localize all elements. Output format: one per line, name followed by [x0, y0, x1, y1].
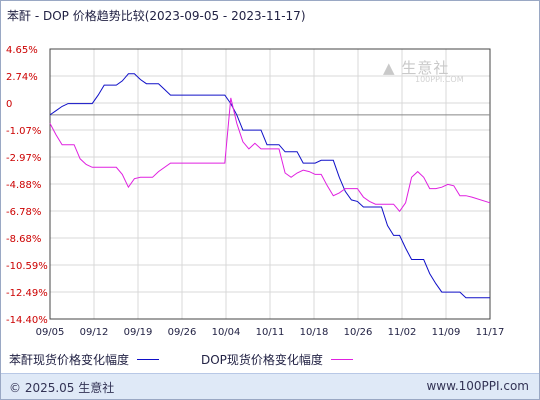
chart-svg: 4.65% 2.74% 0 -1.07% -2.97% -4.88% -6.78% -8.68… [6, 45, 504, 338]
watermark-logo: ▲ 生意社 [383, 57, 449, 78]
y-tick-label: 0 [6, 99, 12, 110]
x-tick-label: 10/04 [212, 327, 241, 338]
legend-swatch-series1 [137, 359, 160, 360]
footer-copyright: © 2025.05 生意社 [9, 381, 115, 395]
x-tick-label: 09/19 [124, 327, 153, 338]
x-tick-label: 11/17 [476, 327, 505, 338]
x-tick-label: 10/11 [256, 327, 285, 338]
y-tick-label: -2.97% [6, 153, 41, 164]
series-layer [49, 73, 491, 299]
x-tick-label: 11/09 [432, 327, 461, 338]
series-line-1 [49, 73, 490, 299]
logo-icon: ▲ [383, 59, 396, 77]
chart-title: 苯酐 - DOP 价格趋势比较(2023-09-05 - 2023-11-17) [7, 9, 306, 23]
legend-item-series1: 苯酐现货价格变化幅度 [9, 351, 160, 368]
legend-swatch-series2 [330, 359, 353, 360]
x-tick-label: 09/12 [80, 327, 109, 338]
legend-item-series2: DOP现货价格变化幅度 [201, 351, 353, 368]
y-tick-label: 2.74% [6, 72, 38, 83]
legend-label-series1: 苯酐现货价格变化幅度 [9, 353, 130, 367]
x-tick-label: 10/26 [344, 327, 373, 338]
y-tick-label: -12.49% [6, 288, 48, 299]
x-tick-label: 11/02 [388, 327, 417, 338]
y-tick-label: -6.78% [6, 207, 41, 218]
y-tick-label: -10.59% [6, 261, 48, 272]
axis-layer [49, 48, 491, 320]
footer-bar: © 2025.05 生意社 www.100PPI.com [1, 373, 539, 399]
x-tick-label: 09/26 [168, 327, 197, 338]
watermark-sub: 100PPI.COM [415, 75, 464, 84]
watermark-text: 生意社 [401, 59, 450, 77]
chart-legend: 苯酐现货价格变化幅度 DOP现货价格变化幅度 [1, 347, 539, 371]
plot-border [49, 48, 491, 320]
y-tick-label: -4.88% [6, 180, 41, 191]
legend-label-series2: DOP现货价格变化幅度 [201, 353, 323, 367]
y-tick-label: -1.07% [6, 126, 41, 137]
x-tick-label: 09/05 [36, 327, 65, 338]
y-tick-label: 4.65% [6, 45, 38, 56]
y-tick-label: -14.40% [6, 315, 48, 326]
grid-layer [49, 48, 491, 320]
series-line-2 [49, 97, 491, 213]
tick-layer: 4.65% 2.74% 0 -1.07% -2.97% -4.88% -6.78% -8.68… [6, 45, 504, 338]
footer-link[interactable]: www.100PPI.com [426, 379, 529, 393]
y-tick-label: -8.68% [6, 234, 41, 245]
x-tick-label: 10/18 [300, 327, 329, 338]
